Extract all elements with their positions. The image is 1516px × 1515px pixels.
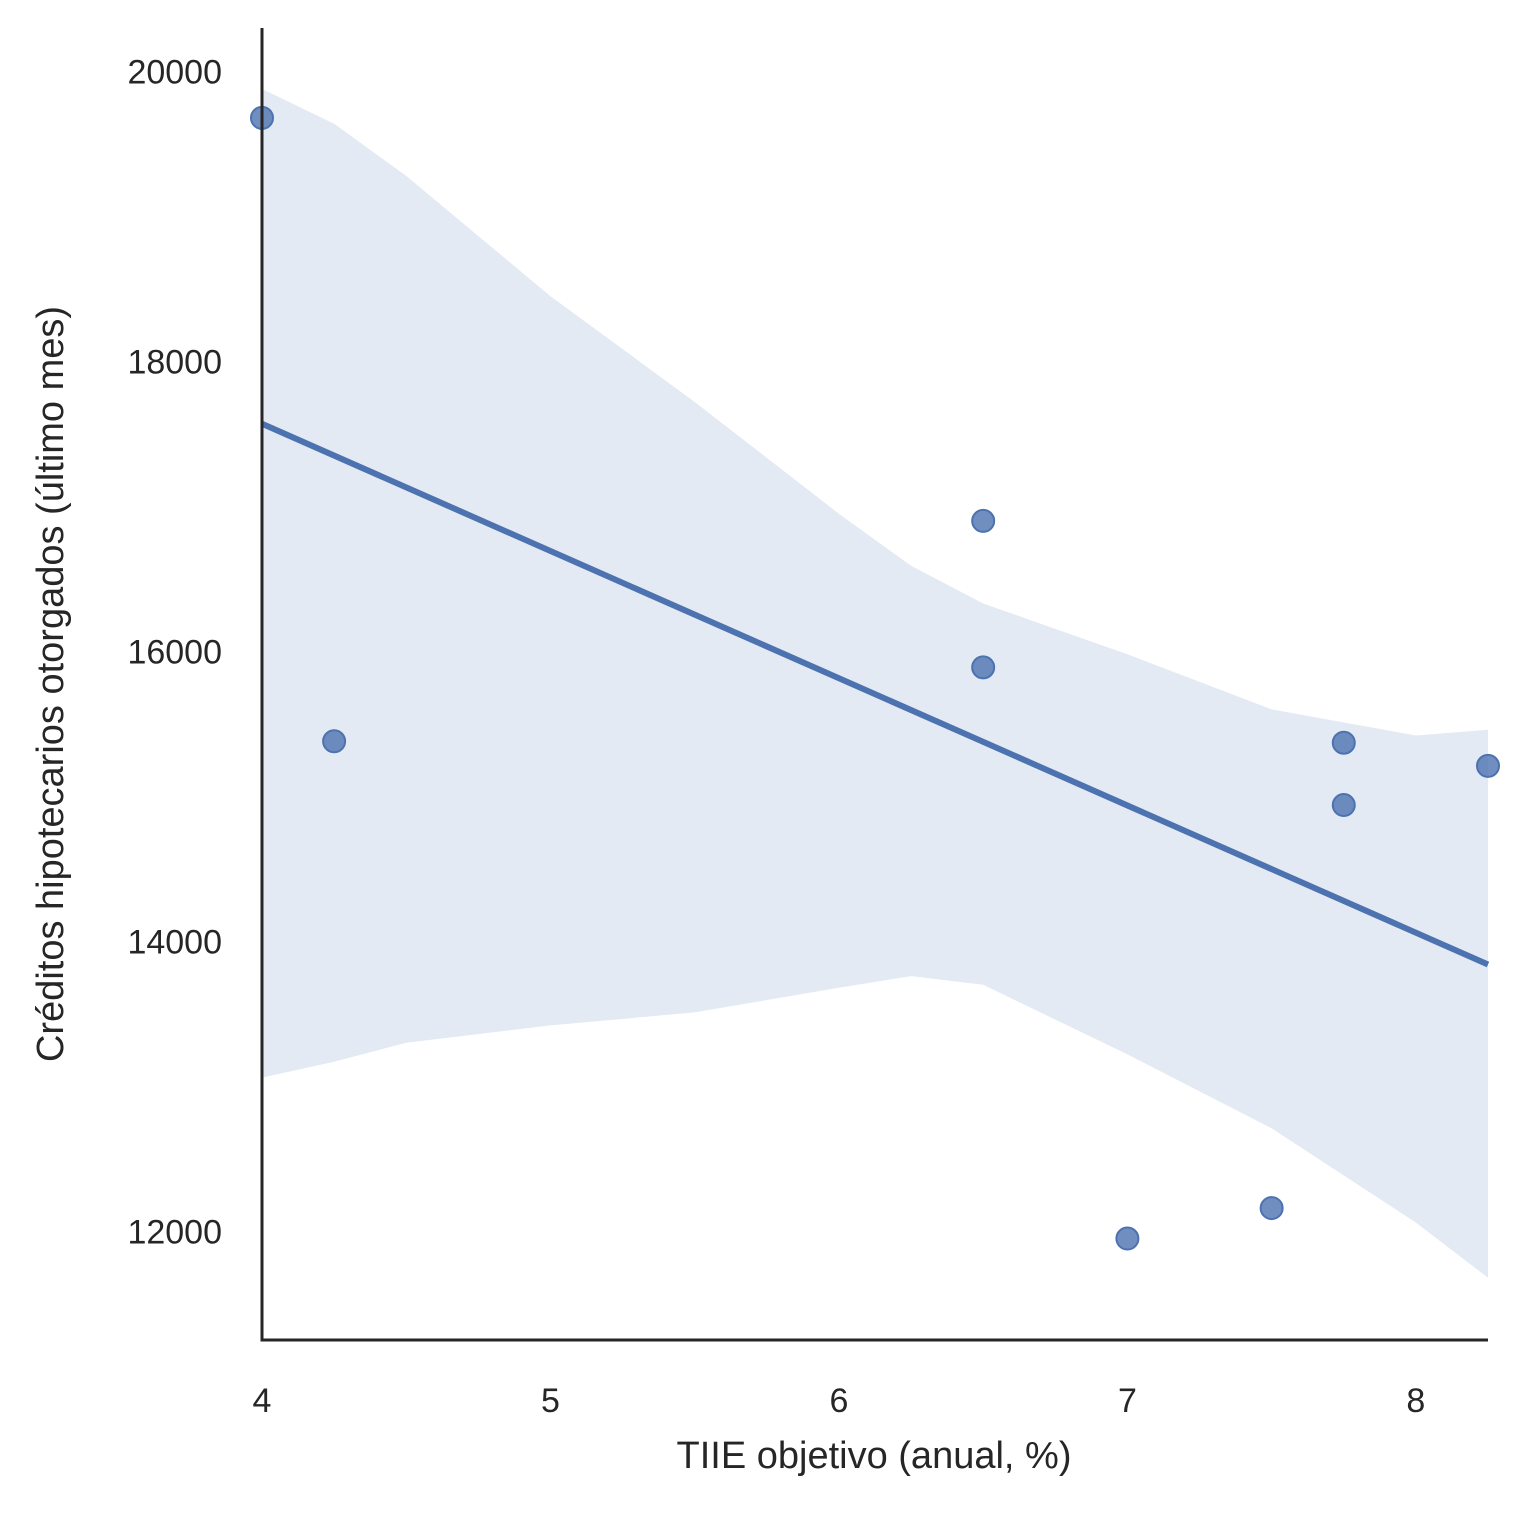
x-tick-label-7: 7 (1118, 1382, 1137, 1420)
x-tick-label-4: 4 (253, 1382, 272, 1420)
y-tick-label-12000: 12000 (127, 1213, 222, 1251)
confidence-band-layer (262, 88, 1488, 1278)
data-point-6 (1259, 1196, 1284, 1221)
data-points-layer (250, 105, 1500, 1251)
y-tick-label-14000: 14000 (127, 923, 222, 961)
axes (260, 28, 1488, 1342)
data-point-7 (1331, 730, 1356, 755)
y-axis-title: Créditos hipotecarios otorgados (último … (30, 306, 72, 1062)
data-point-9 (1476, 753, 1500, 778)
data-point-2 (322, 729, 347, 754)
regression-line-layer (260, 421, 1490, 968)
y-tick-label-16000: 16000 (127, 633, 222, 671)
data-point-5 (1115, 1226, 1140, 1251)
regression-line (260, 421, 1490, 968)
x-tick-label-6: 6 (829, 1382, 848, 1420)
data-point-4 (971, 655, 996, 680)
y-tick-label-18000: 18000 (127, 343, 222, 381)
y-tick-labels: 12000 14000 16000 18000 20000 (127, 53, 222, 1251)
confidence-band (262, 88, 1488, 1278)
data-point-8 (1331, 793, 1356, 818)
x-tick-label-8: 8 (1406, 1382, 1425, 1420)
x-axis-title: TIIE objetivo (anual, %) (677, 1435, 1072, 1477)
data-point-3 (971, 508, 996, 533)
x-tick-label-5: 5 (541, 1382, 560, 1420)
x-tick-labels: 4 5 6 7 8 (253, 1382, 1426, 1420)
y-tick-label-20000: 20000 (127, 53, 222, 91)
